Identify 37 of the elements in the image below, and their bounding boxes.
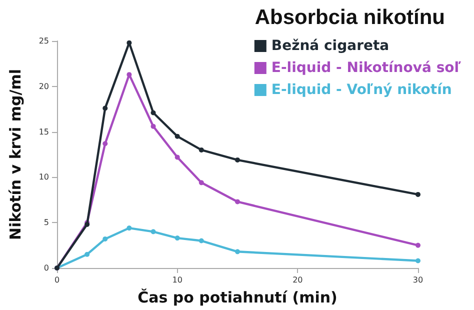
point — [198, 147, 204, 152]
x-tick-label: 20 — [292, 276, 303, 284]
point — [126, 40, 132, 46]
point — [235, 249, 240, 254]
legend-label: E-liquid - Voľný nikotín — [271, 82, 452, 98]
point — [102, 141, 108, 146]
point — [150, 124, 156, 129]
point — [416, 242, 420, 248]
point — [174, 134, 180, 139]
legend-label: E-liquid - Nikotínová soľ — [271, 60, 462, 76]
y-tick-label: 25 — [38, 36, 49, 46]
y-tick-label: 15 — [38, 127, 49, 136]
x-tick-label: 10 — [172, 276, 182, 284]
y-axis-title: Nikotín v krvi mg/ml — [6, 69, 24, 240]
point — [235, 157, 240, 162]
point — [174, 154, 180, 160]
point — [235, 199, 240, 204]
point — [150, 229, 156, 234]
point — [198, 180, 204, 186]
point — [416, 192, 420, 197]
y-tick-label: 5 — [44, 218, 49, 228]
point — [174, 236, 180, 241]
point — [102, 106, 108, 111]
x-axis-title: Čas po potiahnutí (min) — [138, 288, 338, 306]
point — [126, 226, 132, 231]
y-tick-label: 0 — [44, 264, 49, 272]
x-tick-label: 30 — [412, 276, 424, 284]
point — [198, 238, 204, 244]
legend-title: Absorbcia nikotínu — [254, 6, 446, 29]
y-tick-label: 10 — [38, 172, 49, 182]
legend-label: Bežná cigareta — [271, 38, 390, 54]
point — [84, 252, 90, 257]
point — [102, 236, 108, 242]
y-tick-label: 20 — [38, 82, 49, 91]
x-tick-label: 0 — [54, 276, 60, 284]
point — [416, 258, 420, 264]
point — [150, 110, 156, 116]
